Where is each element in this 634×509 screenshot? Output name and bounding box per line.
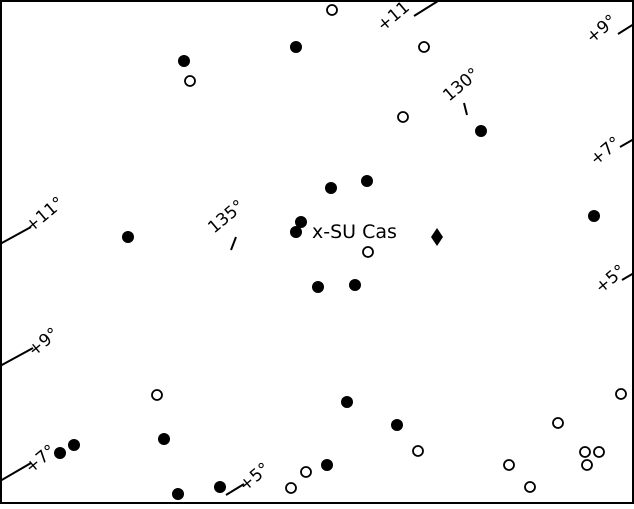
open-star-marker [581, 459, 593, 471]
open-star-marker [184, 75, 196, 87]
filled-star-marker [391, 419, 403, 431]
ra-tick-130 [463, 102, 468, 116]
filled-star-marker [349, 279, 361, 291]
dec-tick-right-5 [621, 272, 634, 281]
filled-star-marker [321, 459, 333, 471]
dec-label-right-5: +5° [591, 261, 630, 298]
star-markers [54, 4, 627, 500]
open-star-marker [503, 459, 515, 471]
filled-star-marker [290, 226, 302, 238]
open-star-marker [326, 4, 338, 16]
filled-star-marker [312, 281, 324, 293]
filled-star-marker [178, 55, 190, 67]
open-star-marker [418, 41, 430, 53]
filled-star-marker [361, 175, 373, 187]
dec-tick-left-11 [0, 226, 32, 245]
filled-star-marker [172, 488, 184, 500]
dec-tick-bottom-5 [225, 483, 245, 496]
diamond-marker [431, 228, 443, 246]
open-star-marker [151, 389, 163, 401]
open-star-marker [397, 111, 409, 123]
filled-star-marker [325, 182, 337, 194]
open-star-marker [615, 388, 627, 400]
dec-label-left-9: +9° [24, 324, 63, 361]
filled-star-marker [68, 439, 80, 451]
dec-label-left-11: +11° [21, 193, 68, 237]
dec-tick-left-7 [0, 462, 32, 482]
ra-label-130: 130° [439, 64, 483, 106]
filled-star-marker [290, 41, 302, 53]
filled-star-marker [588, 210, 600, 222]
open-star-marker [285, 482, 297, 494]
dec-tick-top-11 [413, 0, 439, 17]
filled-star-marker [158, 433, 170, 445]
open-star-marker [524, 481, 536, 493]
open-star-marker [300, 466, 312, 478]
filled-star-marker [54, 447, 66, 459]
dec-label-bottom-5: +5° [235, 459, 274, 496]
dec-label-top-9: +9° [582, 11, 621, 48]
open-star-marker [552, 417, 564, 429]
open-star-marker [579, 446, 591, 458]
dec-label-right-7: +7° [586, 133, 625, 170]
filled-star-marker [341, 396, 353, 408]
target-label: x-SU Cas [312, 221, 397, 243]
dec-tick-top-9 [617, 23, 634, 35]
filled-star-marker [475, 125, 487, 137]
dec-label-top-11: +11° [373, 0, 420, 36]
declination-ticks [0, 0, 634, 496]
dec-tick-left-9 [0, 347, 34, 367]
dec-tick-right-7 [619, 138, 634, 148]
ra-label-135: 135° [204, 196, 248, 238]
open-star-marker [412, 445, 424, 457]
filled-star-marker [122, 231, 134, 243]
filled-star-marker [295, 216, 307, 228]
ra-tick-135 [230, 236, 237, 251]
filled-star-marker [214, 481, 226, 493]
dec-label-left-7: +7° [21, 441, 60, 478]
open-star-marker [362, 246, 374, 258]
open-star-marker [593, 446, 605, 458]
